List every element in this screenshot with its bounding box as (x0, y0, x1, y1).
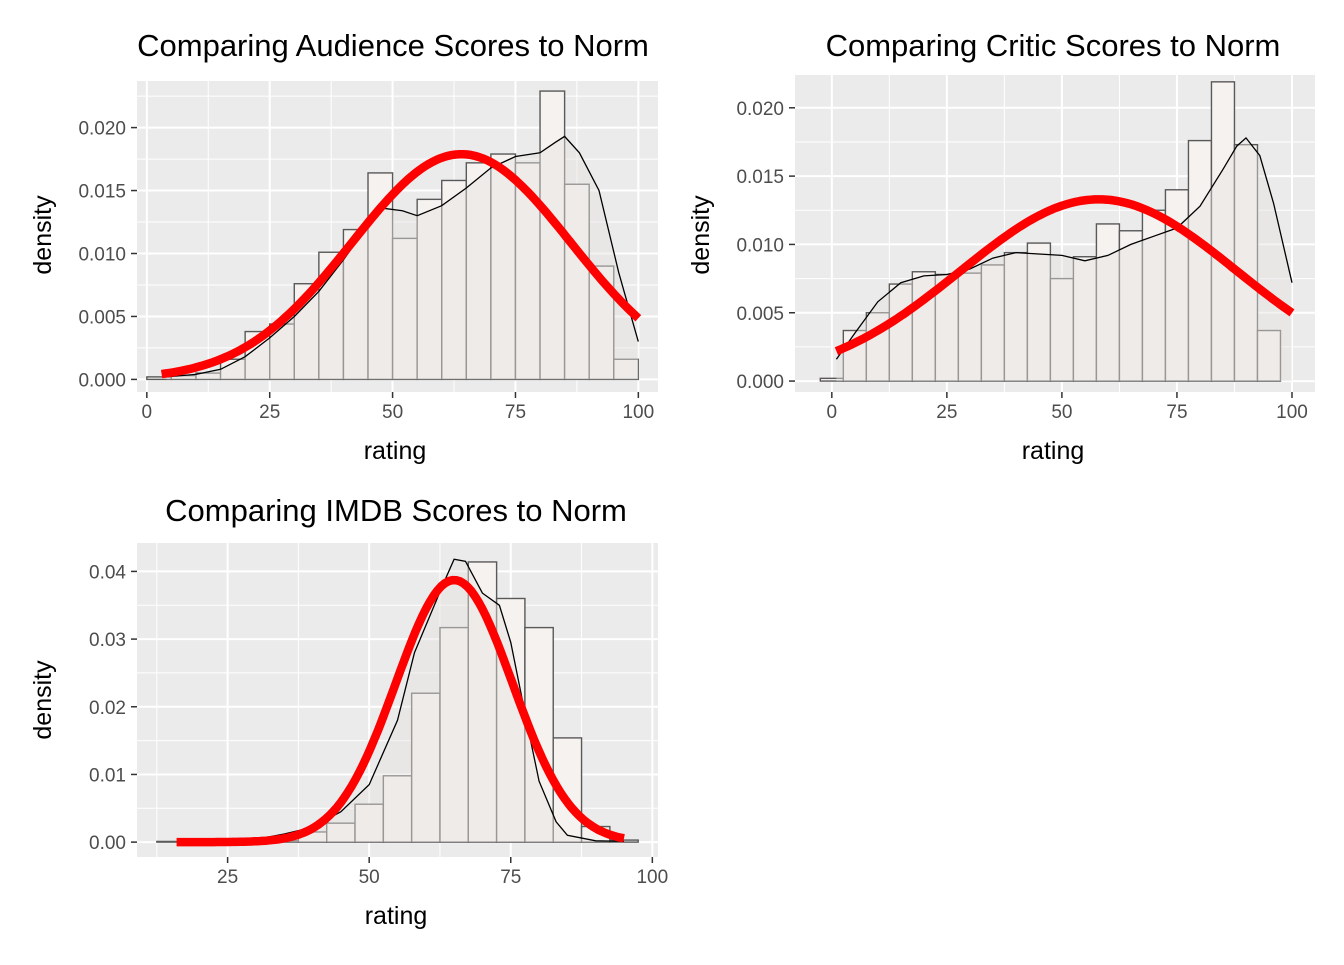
critic-y-tick-label: 0.020 (736, 99, 784, 120)
critic-histogram-bar (1233, 143, 1259, 382)
imdb-xlabel: rating (365, 902, 428, 930)
critic-y-tick-label: 0.000 (736, 372, 784, 393)
audience-ylabel: density (29, 195, 57, 275)
imdb-x-tick-label: 75 (500, 867, 521, 888)
audience-normal-curve (160, 149, 642, 379)
imdb-normal-curve (176, 575, 625, 847)
audience-density-line (166, 135, 639, 378)
imdb-y-tick-label: 0.02 (89, 698, 126, 719)
critic-histogram-bar (1256, 329, 1282, 382)
imdb-histogram-bar (495, 597, 526, 843)
audience-y-tick-label: 0.020 (78, 119, 126, 140)
audience-density-area (166, 136, 639, 380)
audience-y-tick-label: 0.000 (78, 370, 126, 391)
critic-y-tick-label: 0.015 (736, 167, 784, 188)
critic-density-area (836, 137, 1292, 382)
audience-x-tick-label: 0 (142, 402, 153, 423)
audience-xlabel: rating (364, 437, 427, 465)
critic-xlabel: rating (1022, 437, 1085, 465)
critic-x-tick-label: 100 (1276, 402, 1308, 423)
audience-title: Comparing Audience Scores to Norm (137, 28, 649, 63)
critic-y-tick-label: 0.010 (736, 235, 784, 256)
audience-x-tick-label: 100 (622, 402, 654, 423)
critic-x-tick-label: 25 (936, 402, 957, 423)
audience-y-tick-label: 0.015 (78, 182, 126, 203)
audience-histogram-bar (391, 237, 418, 381)
audience-histogram-bar (416, 198, 443, 381)
audience-y-tick-label: 0.005 (78, 307, 126, 328)
critic-x-tick-label: 0 (827, 402, 838, 423)
imdb-histogram-bar (354, 803, 385, 843)
audience-x-tick-label: 50 (382, 402, 403, 423)
imdb-ylabel: density (29, 660, 57, 740)
critic-title: Comparing Critic Scores to Norm (826, 28, 1281, 63)
imdb-x-tick-label: 50 (359, 867, 380, 888)
imdb-x-tick-label: 100 (636, 867, 668, 888)
imdb-y-tick-label: 0.03 (89, 630, 126, 651)
critic-x-tick-label: 75 (1166, 402, 1187, 423)
critic-panel: Comparing Critic Scores to Norm rating d… (687, 28, 1315, 465)
imdb-histogram-bar (410, 692, 441, 843)
imdb-histogram-bar (382, 775, 413, 843)
imdb-x-tick-label: 25 (217, 867, 238, 888)
critic-density-line (835, 136, 1293, 360)
imdb-y-tick-label: 0.04 (89, 562, 126, 583)
imdb-title: Comparing IMDB Scores to Norm (165, 493, 627, 528)
audience-x-tick-label: 25 (259, 402, 280, 423)
critic-normal-curve (834, 195, 1295, 356)
imdb-panel: Comparing IMDB Scores to Norm rating den… (29, 493, 668, 930)
critic-ylabel: density (687, 195, 715, 275)
imdb-y-tick-label: 0.01 (89, 765, 126, 786)
audience-histogram-bar (613, 358, 640, 381)
audience-panel: Comparing Audience Scores to Norm rating… (29, 28, 658, 465)
imdb-y-tick-label: 0.00 (89, 833, 126, 854)
critic-y-tick-label: 0.005 (736, 304, 784, 325)
imdb-histogram-bar (524, 626, 554, 843)
audience-x-tick-label: 75 (505, 402, 526, 423)
critic-x-tick-label: 50 (1051, 402, 1072, 423)
imdb-density-area (199, 559, 625, 843)
audience-y-tick-label: 0.010 (78, 244, 126, 265)
